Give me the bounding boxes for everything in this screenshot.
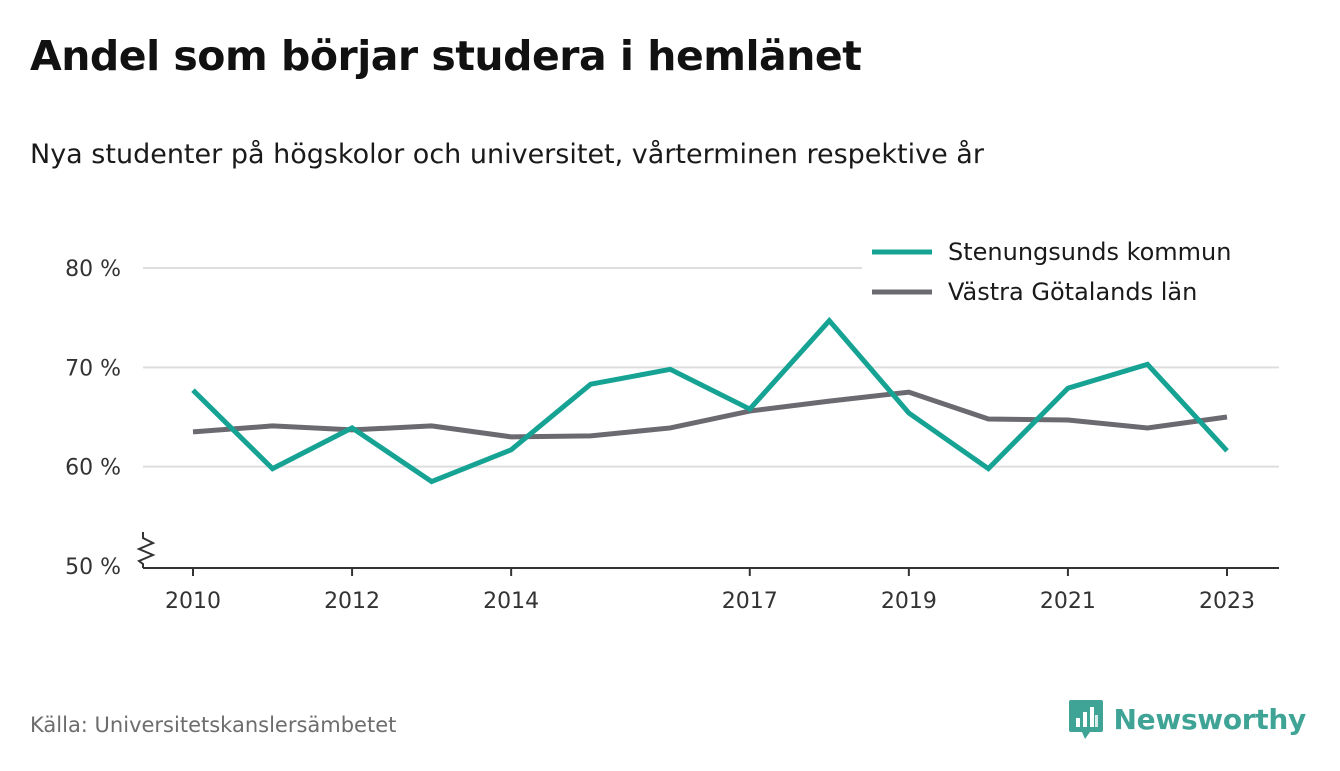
line-chart: 50 % 60 % 70 % 80 % 2010 2012 2014 2017 2019 202… [65, 233, 1280, 614]
y-tick-label: 80 % [65, 257, 121, 282]
newsworthy-logo-icon [1068, 700, 1103, 739]
brand-name: Newsworthy [1113, 702, 1307, 736]
legend-label-vastra-gotaland: Västra Götalands län [948, 278, 1197, 306]
y-tick-label: 60 % [65, 456, 121, 481]
y-tick-label: 70 % [65, 356, 121, 381]
y-tick-label: 50 % [65, 555, 121, 580]
x-tick-label: 2019 [881, 589, 937, 614]
legend-background [862, 233, 1280, 315]
x-axis-ticks: 2010 2012 2014 2017 2019 2021 2023 [165, 568, 1255, 614]
chart-title: Andel som börjar studera i hemlänet [30, 32, 862, 80]
x-tick-label: 2014 [483, 589, 539, 614]
series-line-stenungsund [191, 316, 1229, 485]
brand-logo: Newsworthy [1068, 698, 1306, 740]
source-note: Källa: Universitetskanslersämbetet [30, 713, 397, 737]
x-tick-label: 2017 [722, 589, 778, 614]
y-axis-break-marker [136, 532, 156, 568]
x-tick-label: 2021 [1040, 589, 1096, 614]
series-line-vastra-gotaland [192, 389, 1228, 440]
x-tick-label: 2023 [1199, 589, 1255, 614]
legend-item-vastra-gotaland: Västra Götalands län [872, 278, 1197, 306]
x-tick-label: 2010 [165, 589, 221, 614]
legend-label-stenungsund: Stenungsunds kommun [948, 238, 1231, 266]
legend-item-stenungsund: Stenungsunds kommun [872, 238, 1231, 266]
axes [136, 532, 1279, 569]
chart-subtitle: Nya studenter på högskolor och universit… [30, 139, 984, 170]
legend: Stenungsunds kommun Västra Götalands län [862, 233, 1280, 315]
y-axis-ticks: 50 % 60 % 70 % 80 % [65, 257, 121, 580]
x-tick-label: 2012 [324, 589, 380, 614]
series-lines [191, 316, 1229, 485]
